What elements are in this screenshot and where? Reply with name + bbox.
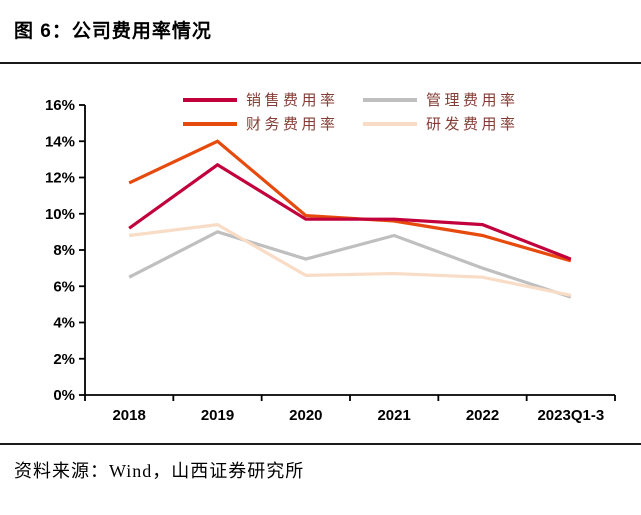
legend-swatch-management	[363, 97, 417, 102]
x-tick-label: 2018	[112, 407, 145, 424]
legend-swatch-rnd	[363, 121, 417, 126]
legend-swatch-sales	[183, 97, 237, 102]
legend-item-management: 管理费用率	[363, 91, 519, 109]
source-note: 资料来源：Wind，山西证券研究所	[14, 461, 305, 481]
title-divider	[0, 62, 641, 64]
y-tick-label: 16%	[45, 97, 75, 114]
legend-item-finance: 财务费用率	[183, 115, 363, 133]
x-tick-label: 2019	[201, 407, 234, 424]
legend-item-sales: 销售费用率	[183, 91, 363, 109]
figure-title: 图 6：公司费用率情况	[14, 21, 212, 42]
x-tick-label: 2021	[377, 407, 410, 424]
chart-legend: 销售费用率 管理费用率 财务费用率 研发费用率	[183, 91, 519, 133]
series-line-rnd-expense-ratio	[128, 222, 572, 297]
y-tick-label: 4%	[53, 315, 75, 332]
footer-divider	[0, 443, 641, 445]
y-tick-label: 0%	[53, 387, 75, 404]
legend-label-sales: 销售费用率	[246, 93, 339, 109]
y-tick-label: 6%	[53, 278, 75, 295]
series-line-sales-expense-ratio	[128, 162, 572, 261]
x-tick-label: 2023Q1-3	[537, 407, 604, 424]
y-tick-label: 2%	[53, 351, 75, 368]
y-tick-label: 12%	[45, 170, 75, 187]
series-line-management-expense-ratio	[128, 230, 572, 299]
y-tick-label: 10%	[45, 206, 75, 223]
x-tick-label: 2020	[289, 407, 322, 424]
legend-item-rnd: 研发费用率	[363, 115, 519, 133]
y-tick-label: 8%	[53, 242, 75, 259]
legend-swatch-finance	[183, 121, 237, 126]
x-tick-label: 2022	[466, 407, 499, 424]
y-tick-label: 14%	[45, 133, 75, 150]
legend-label-finance: 财务费用率	[246, 117, 339, 133]
legend-label-rnd: 研发费用率	[426, 117, 519, 133]
legend-label-management: 管理费用率	[426, 93, 519, 109]
